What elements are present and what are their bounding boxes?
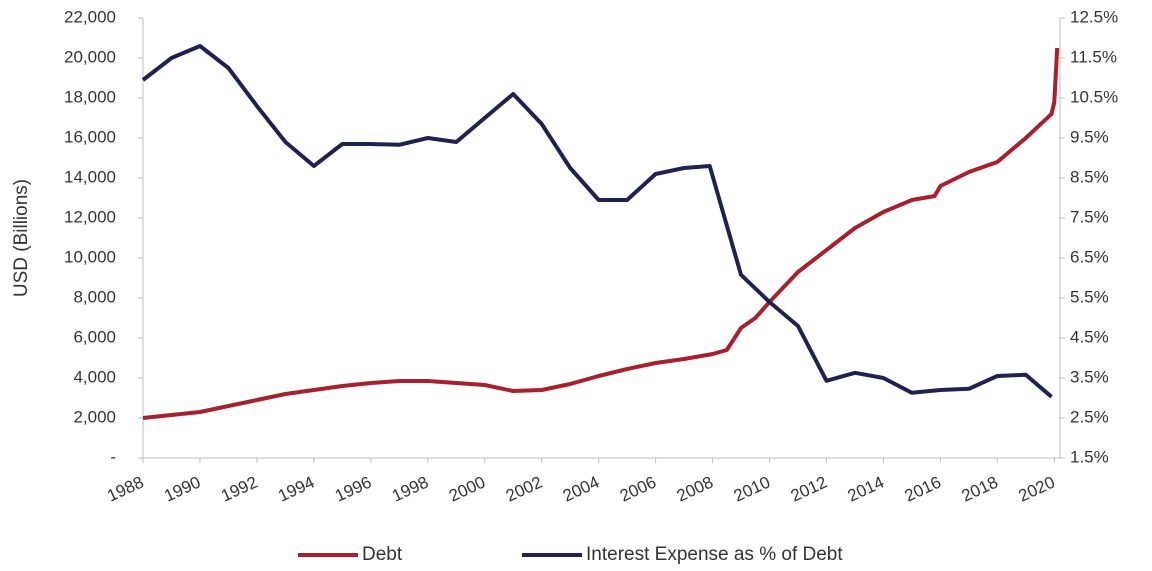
y2-tick-label: 8.5% [1070, 167, 1109, 186]
x-tick-label: 2010 [731, 472, 773, 505]
x-tick-label: 1992 [218, 472, 260, 505]
y2-tick-label: 7.5% [1070, 207, 1109, 226]
y-tick-label: 10,000 [64, 247, 116, 266]
x-tick-label: 2014 [845, 472, 887, 505]
y-tick-label: 18,000 [64, 87, 116, 106]
y2-tick-label: 4.5% [1070, 327, 1109, 346]
y-tick-label: 2,000 [73, 407, 116, 426]
y2-tick-label: 10.5% [1070, 87, 1118, 106]
x-tick-label: 2012 [788, 472, 830, 505]
x-tick-label: 2002 [503, 472, 545, 505]
x-tick-label: 2000 [446, 472, 488, 505]
y-tick-label: 12,000 [64, 207, 116, 226]
y-axis-label: USD (Billions) [11, 179, 32, 297]
y2-tick-label: 11.5% [1070, 47, 1117, 66]
x-tick-label: 1988 [104, 472, 146, 505]
y-tick-label: 14,000 [64, 167, 116, 186]
series-line [142, 47, 1060, 420]
x-tick-label: 2020 [1016, 472, 1058, 505]
x-tick-label: 1998 [389, 472, 431, 505]
x-tick-label: 2008 [674, 472, 716, 505]
legend-label: Debt [362, 544, 403, 565]
x-tick-label: 1994 [275, 472, 317, 505]
y-tick-label: 22,000 [64, 7, 116, 26]
y2-tick-label: 12.5% [1070, 7, 1118, 26]
y2-tick-label: 5.5% [1070, 287, 1109, 306]
y-tick-label: 20,000 [64, 47, 116, 66]
x-tick-label: 2006 [617, 472, 659, 505]
series-line [141, 44, 1053, 399]
y-tick-label: - [110, 447, 116, 466]
y2-tick-label: 9.5% [1070, 127, 1109, 146]
x-tick-label: 2016 [902, 472, 944, 505]
y-tick-label: 4,000 [73, 367, 116, 386]
y-tick-label: 16,000 [64, 127, 116, 146]
x-tick-label: 2018 [959, 472, 1001, 505]
y-tick-label: 6,000 [73, 327, 116, 346]
x-tick-label: 1990 [161, 472, 203, 505]
y2-tick-label: 6.5% [1070, 247, 1109, 266]
x-tick-label: 2004 [560, 472, 602, 505]
y-tick-label: 8,000 [73, 287, 116, 306]
y2-tick-label: 3.5% [1070, 367, 1109, 386]
y2-tick-label: 1.5% [1070, 447, 1109, 466]
legend-label: Interest Expense as % of Debt [586, 544, 843, 565]
x-tick-label: 1996 [332, 472, 374, 505]
y2-tick-label: 2.5% [1070, 407, 1109, 426]
